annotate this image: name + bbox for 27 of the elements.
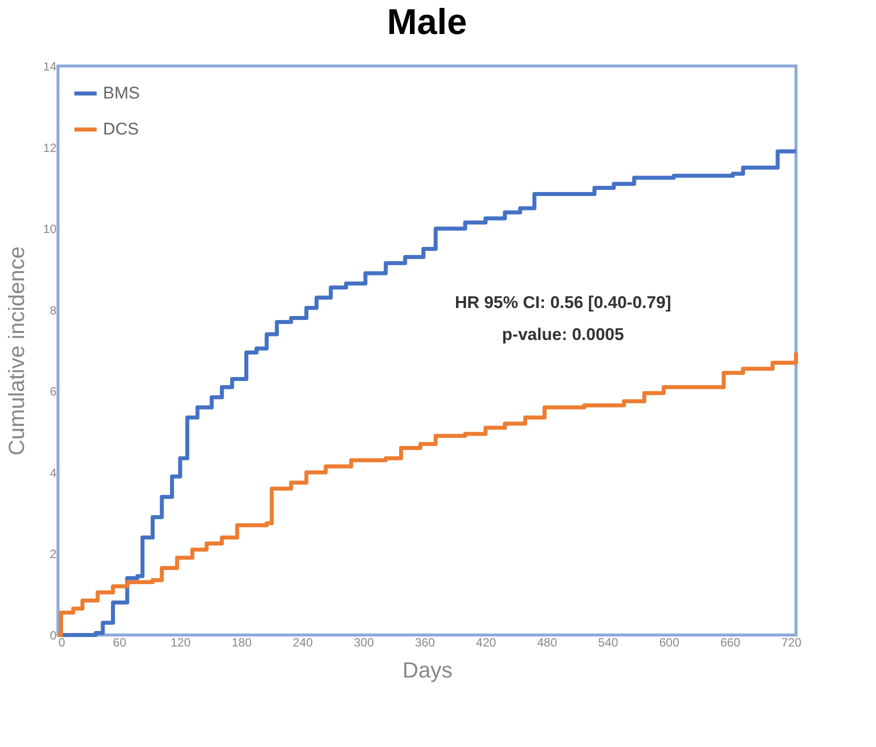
- y-tick-label: 12: [43, 140, 57, 155]
- x-tick-label: 180: [232, 636, 252, 650]
- annotation: HR 95% CI: 0.56 [0.40-0.79]: [454, 293, 672, 312]
- x-tick-label: 120: [170, 636, 191, 650]
- x-tick-label: 420: [476, 636, 496, 650]
- x-tick-label: 360: [414, 636, 436, 650]
- annotation: p-value: 0.0005: [502, 325, 624, 344]
- y-tick-label: 14: [43, 60, 57, 74]
- x-tick-label: 540: [598, 636, 619, 650]
- x-tick-label: 0: [58, 636, 66, 650]
- y-tick-label: 10: [43, 222, 57, 236]
- x-tick-label: 60: [112, 636, 127, 650]
- y-tick-label: 6: [50, 384, 57, 399]
- legend-label: BMS: [103, 84, 140, 102]
- x-tick-label: 300: [354, 636, 374, 650]
- y-tick-label: 2: [50, 547, 57, 562]
- x-tick-label: 480: [537, 636, 558, 650]
- x-tick-label: 240: [292, 636, 314, 650]
- x-tick-label: 660: [720, 636, 741, 650]
- chart-title: Male: [386, 1, 468, 42]
- y-tick-label: 8: [50, 303, 57, 318]
- x-axis-title: Days: [402, 658, 453, 682]
- x-tick-label: 600: [659, 636, 680, 650]
- legend-label: DCS: [103, 120, 139, 138]
- x-tick-label: 720: [781, 636, 802, 650]
- y-axis-title: Cumulative incidence: [4, 246, 30, 456]
- y-tick-label: 4: [50, 466, 57, 480]
